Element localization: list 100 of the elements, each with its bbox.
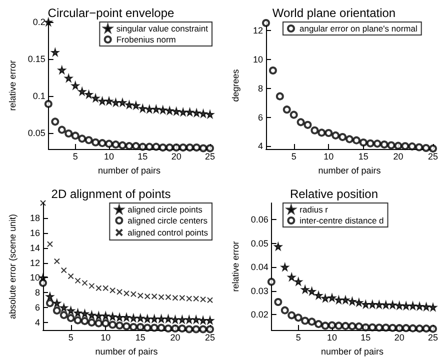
x-axis-title: number of pairs <box>320 346 384 356</box>
point <box>157 324 166 332</box>
point <box>94 312 103 320</box>
point <box>321 294 330 302</box>
point <box>158 144 167 152</box>
legend-label: aligned control points <box>128 228 208 238</box>
point <box>186 108 194 116</box>
point <box>362 300 370 308</box>
point <box>268 66 277 74</box>
point <box>301 285 310 294</box>
x-tick-label: 10 <box>104 152 114 162</box>
y-tick-label: 14 <box>30 242 40 253</box>
point <box>186 144 194 152</box>
point <box>158 294 164 300</box>
point <box>288 311 296 320</box>
point <box>296 118 305 126</box>
point <box>324 128 333 137</box>
point <box>71 132 80 140</box>
y-tick-label: 8 <box>34 288 40 298</box>
point <box>52 299 61 308</box>
point <box>301 316 310 325</box>
chart-title: Circular−point envelope <box>48 6 175 20</box>
point <box>118 98 126 106</box>
point <box>179 144 188 152</box>
point <box>125 100 134 109</box>
point <box>366 139 374 148</box>
point <box>380 140 388 149</box>
point <box>74 308 82 317</box>
x-tick-label: 20 <box>394 332 404 342</box>
point <box>124 290 130 296</box>
y-tick-label: 10 <box>252 54 263 65</box>
point <box>84 136 93 144</box>
point <box>192 325 200 334</box>
point <box>282 106 291 114</box>
point <box>122 313 130 322</box>
point <box>118 141 126 150</box>
chart-title: World plane orientation <box>272 6 396 20</box>
point <box>152 142 160 151</box>
chart-title: 2D alignment of points <box>51 187 171 201</box>
point <box>310 126 319 134</box>
point <box>308 318 316 326</box>
point <box>44 100 52 108</box>
point <box>105 140 114 148</box>
point <box>341 296 350 304</box>
point <box>137 292 144 299</box>
legend-label: aligned circle points <box>128 204 202 214</box>
point <box>422 144 430 152</box>
point <box>280 306 289 314</box>
point <box>375 324 384 332</box>
point <box>294 278 302 286</box>
point <box>179 108 188 116</box>
point <box>110 287 116 294</box>
legend-label: radius r <box>300 204 328 214</box>
point <box>125 142 134 150</box>
point <box>84 90 93 98</box>
y-tick-label: 12 <box>252 26 263 36</box>
point <box>116 322 124 330</box>
point <box>82 280 88 286</box>
point <box>387 141 396 150</box>
point <box>362 323 370 332</box>
point <box>158 106 167 114</box>
point <box>66 306 75 315</box>
x-tick-label: 10 <box>100 332 111 342</box>
point <box>60 311 68 320</box>
y-tick-label: 0.02 <box>250 310 268 320</box>
point <box>267 278 276 286</box>
point <box>164 314 172 323</box>
point <box>304 120 312 129</box>
point <box>415 143 424 152</box>
point <box>172 144 180 152</box>
point <box>132 101 140 110</box>
point <box>185 325 194 334</box>
point <box>150 324 158 332</box>
point <box>80 317 89 326</box>
point <box>130 291 136 298</box>
point <box>40 200 46 206</box>
point <box>308 287 316 296</box>
point <box>66 314 75 322</box>
x-tick-label: 25 <box>204 152 216 162</box>
point <box>74 316 82 324</box>
x-tick-label: 25 <box>428 332 438 342</box>
point <box>166 106 174 115</box>
x-tick-label: 20 <box>171 152 182 162</box>
point <box>64 74 73 82</box>
point <box>171 324 180 333</box>
point <box>401 142 410 150</box>
y-tick-label: 4 <box>34 318 40 328</box>
point <box>51 48 60 56</box>
y-tick-label: 0.04 <box>250 262 268 272</box>
point <box>172 107 180 116</box>
point <box>94 319 103 328</box>
point <box>46 299 54 308</box>
x-tick-label: 20 <box>170 332 180 342</box>
point <box>382 324 390 332</box>
point <box>192 144 201 152</box>
y-tick-label: 18 <box>30 212 40 223</box>
point <box>68 273 74 280</box>
y-tick-label: 4 <box>258 141 263 152</box>
point <box>408 302 417 310</box>
legend-label: singular value constraint <box>116 24 209 34</box>
